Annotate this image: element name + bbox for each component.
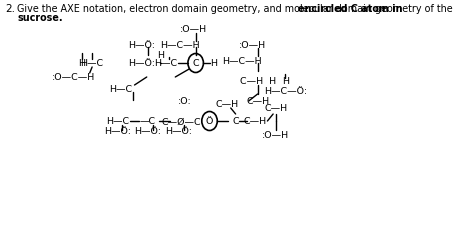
Text: H—C—Ö:: H—C—Ö: [264,87,307,96]
Text: H—C—H: H—C—H [222,56,262,65]
Text: sucrose.: sucrose. [17,13,63,23]
Text: H—C—H: H—C—H [160,40,200,49]
Text: C—Ø—C: C—Ø—C [161,117,201,126]
Text: —C: —C [139,117,155,126]
Text: C—H: C—H [264,104,287,113]
Text: H: H [157,51,164,60]
Text: H—Ö:: H—Ö: [128,40,155,49]
Text: Ö: Ö [206,117,213,126]
Text: H—C: H—C [109,85,132,94]
Text: :O:: :O: [178,97,192,106]
Text: H—Ö:: H—Ö: [134,127,161,136]
Text: :O—C—H: :O—C—H [52,72,95,81]
Text: C—H: C—H [244,117,267,126]
Text: C—H  H: C—H H [239,77,276,86]
Text: C—H: C—H [215,100,238,109]
Text: encircled C atom in: encircled C atom in [298,4,402,14]
Text: H—Ö:: H—Ö: [128,59,155,68]
Text: C—H: C—H [246,97,269,106]
Text: :O—H: :O—H [180,25,207,34]
Text: H—C: H—C [106,117,129,126]
Text: :O—H: :O—H [239,40,266,49]
Text: H: H [78,59,85,68]
Text: H—C: H—C [154,59,177,68]
Text: 2.: 2. [5,4,15,14]
Text: C: C [232,117,239,126]
Text: Give the AXE notation, electron domain geometry, and molecular domain geometry o: Give the AXE notation, electron domain g… [17,4,456,14]
Text: :O—H: :O—H [262,131,289,140]
Text: H: H [210,59,217,68]
Text: H: H [282,77,289,86]
Text: C: C [192,59,199,68]
Text: H—C: H—C [81,59,104,68]
Text: H—Ö:: H—Ö: [165,127,192,136]
Text: H—Ö:: H—Ö: [104,127,131,136]
